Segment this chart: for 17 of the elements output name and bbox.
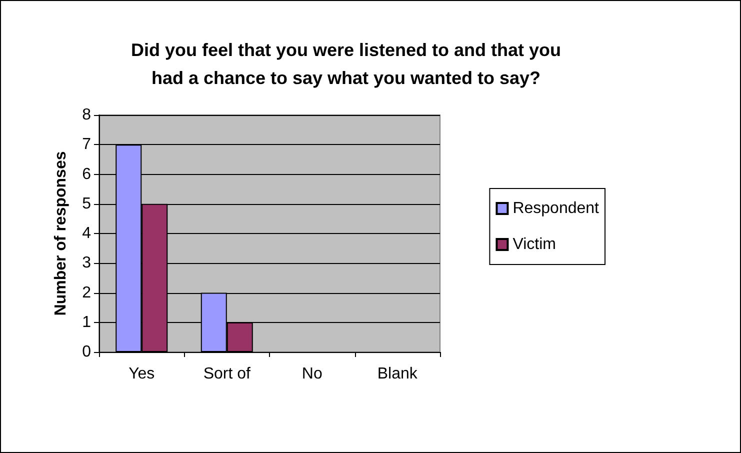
chart-title: Did you feel that you were listened to and that you had a chance to say what you wanted to say? bbox=[130, 40, 562, 88]
legend-label: Victim bbox=[512, 236, 556, 253]
y-axis-title: Number of responses bbox=[52, 151, 70, 316]
y-tick-label: 0 bbox=[82, 344, 92, 360]
legend-label: Respondent bbox=[512, 200, 600, 217]
x-tick-label: Yes bbox=[128, 366, 155, 382]
x-tick-label: No bbox=[302, 366, 322, 382]
y-tick-label: 3 bbox=[82, 254, 92, 272]
y-tick-label: 5 bbox=[82, 195, 92, 212]
y-tick-label: 1 bbox=[82, 314, 92, 331]
y-tick-label: 8 bbox=[82, 106, 92, 124]
y-tick-label: 7 bbox=[82, 136, 92, 154]
x-tick-label: Blank bbox=[377, 366, 418, 382]
y-tick-label: 4 bbox=[82, 225, 92, 242]
y-tick-label: 6 bbox=[82, 166, 92, 183]
y-tick-label: 2 bbox=[82, 284, 92, 302]
x-tick-label: Sort of bbox=[203, 366, 251, 382]
